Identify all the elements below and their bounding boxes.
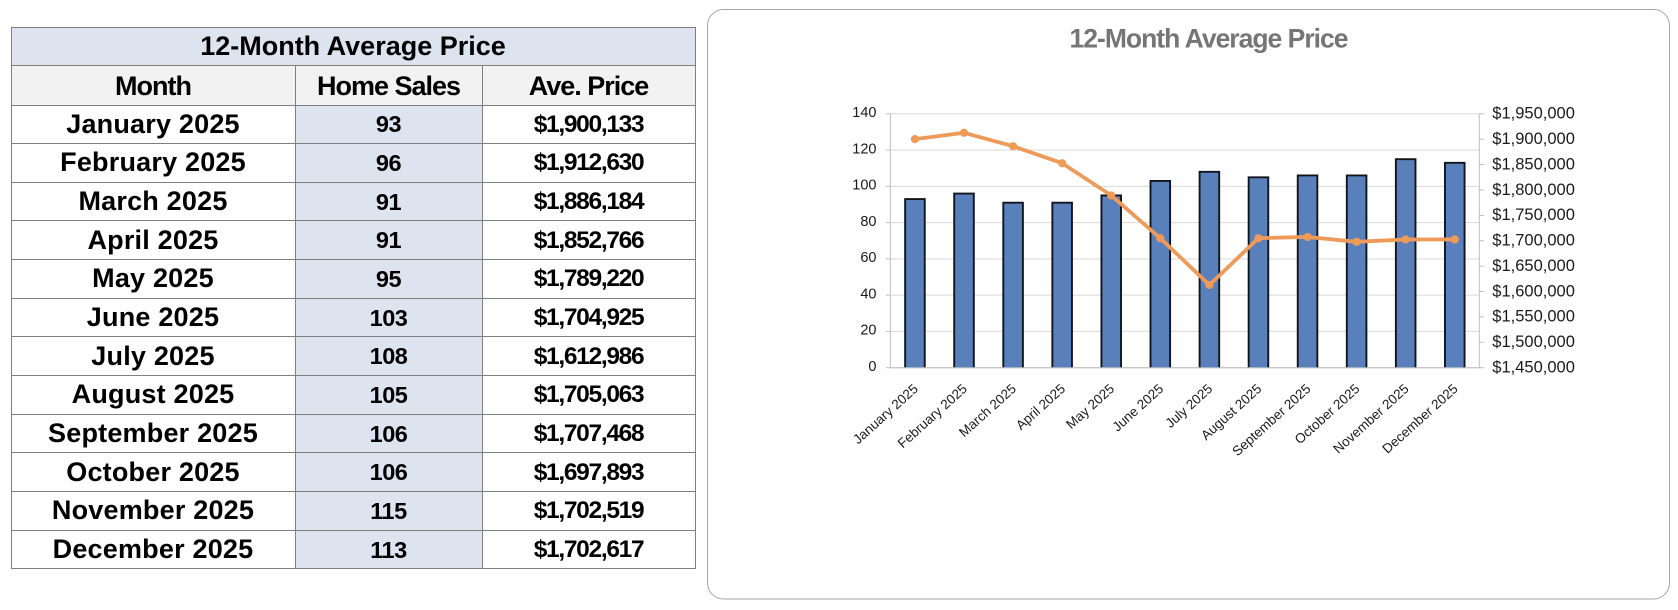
svg-text:100: 100: [852, 178, 876, 194]
svg-text:140: 140: [852, 105, 876, 121]
svg-text:$1,900,000: $1,900,000: [1492, 130, 1575, 148]
svg-text:$1,500,000: $1,500,000: [1492, 333, 1575, 351]
svg-text:$1,800,000: $1,800,000: [1492, 181, 1575, 199]
svg-text:$1,550,000: $1,550,000: [1492, 308, 1575, 326]
svg-text:12-Month Average Price: 12-Month Average Price: [1070, 23, 1348, 53]
svg-text:80: 80: [860, 214, 876, 230]
svg-text:$1,700,000: $1,700,000: [1492, 232, 1575, 250]
svg-text:$1,650,000: $1,650,000: [1492, 257, 1575, 275]
svg-text:$1,850,000: $1,850,000: [1492, 155, 1575, 173]
svg-text:$1,950,000: $1,950,000: [1492, 105, 1575, 123]
svg-text:40: 40: [860, 286, 876, 302]
svg-text:$1,600,000: $1,600,000: [1492, 282, 1575, 300]
svg-text:120: 120: [852, 141, 876, 157]
svg-text:$1,450,000: $1,450,000: [1492, 359, 1575, 377]
svg-text:20: 20: [860, 323, 876, 339]
svg-text:60: 60: [860, 250, 876, 266]
svg-text:0: 0: [868, 359, 876, 375]
svg-text:$1,750,000: $1,750,000: [1492, 206, 1575, 224]
